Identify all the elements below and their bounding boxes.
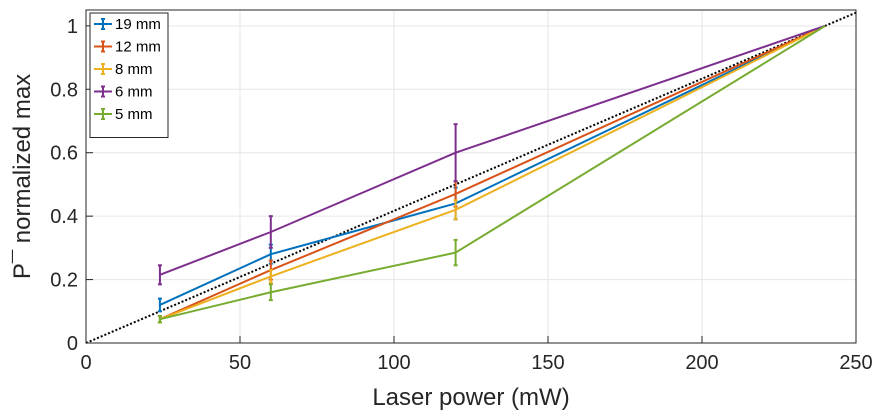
- y-axis-label: P¯ normalized max: [9, 74, 36, 279]
- y-tick-label: 0: [67, 333, 78, 355]
- x-axis-ticks: 0 50 100 150 200 250: [80, 336, 873, 374]
- series-line: [159, 24, 826, 276]
- y-tick-label: 1: [67, 16, 78, 38]
- x-tick-label: 200: [685, 352, 718, 374]
- legend-label: 8 mm: [115, 61, 153, 78]
- y-tick-label: 0.8: [50, 79, 78, 101]
- series-5-mm: [157, 25, 826, 324]
- y-axis-ticks: 0 0.2 0.4 0.6 0.8 1: [50, 16, 93, 355]
- legend-label: 6 mm: [115, 84, 153, 101]
- series-6-mm: [157, 24, 826, 286]
- legend-label: 19 mm: [115, 16, 161, 33]
- legend-item: 12 mm: [94, 39, 161, 56]
- legend-item: 5 mm: [94, 106, 153, 123]
- series-line: [159, 24, 826, 321]
- legend-item: 6 mm: [94, 84, 153, 101]
- reference-diagonal-line: [85, 11, 857, 344]
- series-line: [159, 24, 826, 321]
- y-tick-label: 0.2: [50, 270, 78, 292]
- series-line: [159, 24, 826, 306]
- series-12-mm: [157, 24, 826, 324]
- x-tick-label: 0: [80, 352, 91, 374]
- y-tick-label: 0.6: [50, 143, 78, 165]
- x-tick-label: 100: [377, 352, 410, 374]
- legend-item: 19 mm: [94, 16, 161, 33]
- x-axis-label: Laser power (mW): [372, 384, 569, 411]
- x-tick-label: 150: [531, 352, 564, 374]
- series-layer: [157, 24, 826, 324]
- legend-label: 12 mm: [115, 39, 161, 56]
- legend-item: 8 mm: [94, 61, 153, 78]
- x-tick-label: 250: [839, 352, 872, 374]
- y-tick-label: 0.4: [50, 206, 78, 228]
- legend: 19 mm 12 mm 8 mm 6 mm 5 mm: [89, 12, 169, 138]
- series-line: [159, 25, 826, 321]
- x-tick-label: 50: [229, 352, 251, 374]
- plot-area-border: [85, 9, 857, 344]
- legend-label: 5 mm: [115, 106, 153, 123]
